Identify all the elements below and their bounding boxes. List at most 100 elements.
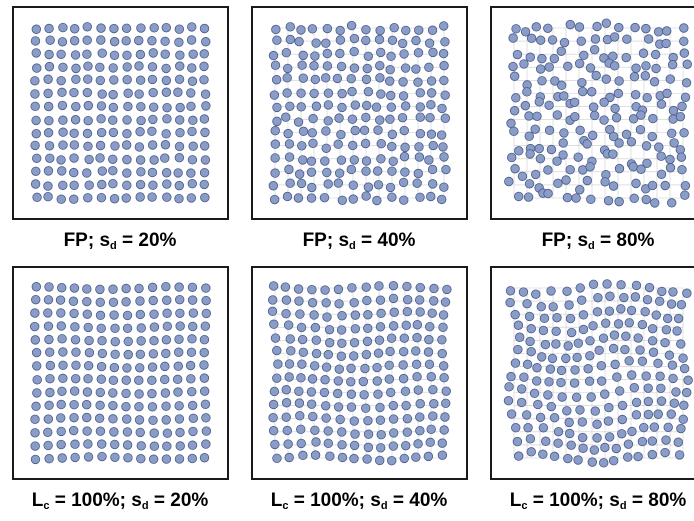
atom (282, 73, 292, 83)
atom (654, 296, 665, 307)
atom (69, 386, 80, 396)
atom (83, 74, 93, 84)
atom (268, 50, 279, 61)
atom (335, 414, 345, 425)
atom (540, 339, 551, 350)
atom (188, 321, 198, 332)
atom (621, 129, 632, 140)
atom (121, 140, 132, 150)
atom (679, 36, 689, 47)
atom (136, 115, 146, 126)
atom (307, 298, 318, 308)
atom (43, 414, 54, 424)
atom (361, 282, 371, 292)
atom (553, 438, 563, 448)
atom (550, 76, 560, 86)
atom (440, 90, 450, 100)
atom (426, 88, 437, 98)
atom (414, 295, 425, 305)
atom (402, 306, 413, 317)
atom (609, 61, 620, 71)
atom (666, 299, 677, 309)
atom (110, 439, 120, 450)
atom (438, 48, 449, 59)
atom (349, 416, 359, 426)
atom (576, 36, 587, 46)
atom (513, 344, 523, 355)
atom (349, 337, 360, 348)
atom (534, 143, 544, 154)
atom (385, 387, 396, 398)
atom (58, 140, 68, 150)
atom (108, 388, 118, 398)
atom (108, 154, 118, 164)
atom (174, 282, 184, 292)
atom (629, 383, 640, 393)
atom (149, 428, 159, 438)
atom (371, 102, 382, 112)
atom (95, 297, 105, 307)
atom (95, 75, 105, 86)
atom (545, 364, 556, 374)
atom (509, 106, 520, 116)
atom (682, 59, 692, 69)
atom (375, 295, 386, 305)
atom (387, 35, 398, 45)
atom (604, 306, 615, 316)
atom (563, 341, 573, 351)
atom (298, 50, 308, 61)
atom (272, 35, 282, 45)
atom (526, 447, 536, 457)
atom (538, 423, 549, 433)
atom (134, 415, 145, 425)
atom (96, 23, 106, 33)
atom (96, 114, 106, 124)
atom (311, 38, 321, 48)
atom (201, 439, 211, 449)
atom (122, 310, 133, 321)
atom (600, 389, 610, 399)
atom (521, 410, 532, 420)
atom (647, 180, 658, 191)
atom (110, 141, 120, 151)
atom (674, 450, 685, 460)
atom (44, 282, 54, 292)
atom (531, 376, 542, 386)
atom (546, 401, 557, 412)
atom (610, 103, 620, 114)
atom (516, 384, 527, 394)
atom (337, 102, 347, 113)
atom (270, 439, 280, 450)
atom (69, 24, 80, 34)
atom (376, 308, 386, 319)
atom (641, 23, 651, 34)
atom (569, 97, 580, 107)
atom (71, 360, 81, 370)
atom (415, 307, 425, 317)
atom (160, 36, 170, 47)
atom (362, 336, 373, 347)
atom (624, 318, 635, 328)
atom (336, 61, 347, 72)
atom (284, 372, 294, 382)
atom (631, 280, 642, 291)
atom (388, 428, 399, 438)
atom (376, 443, 386, 453)
atom (82, 284, 92, 294)
atom (284, 452, 294, 463)
atom (524, 311, 535, 322)
atom (135, 427, 145, 438)
atom (375, 322, 386, 332)
atom (413, 47, 424, 58)
atom (553, 426, 564, 437)
atom (647, 323, 658, 334)
atom (577, 77, 587, 88)
atom (333, 139, 343, 149)
atom (148, 87, 158, 98)
atom (269, 194, 280, 205)
atom (319, 192, 330, 203)
atom (349, 298, 359, 308)
atom (621, 331, 631, 341)
atom (333, 284, 344, 295)
atom (530, 169, 541, 180)
